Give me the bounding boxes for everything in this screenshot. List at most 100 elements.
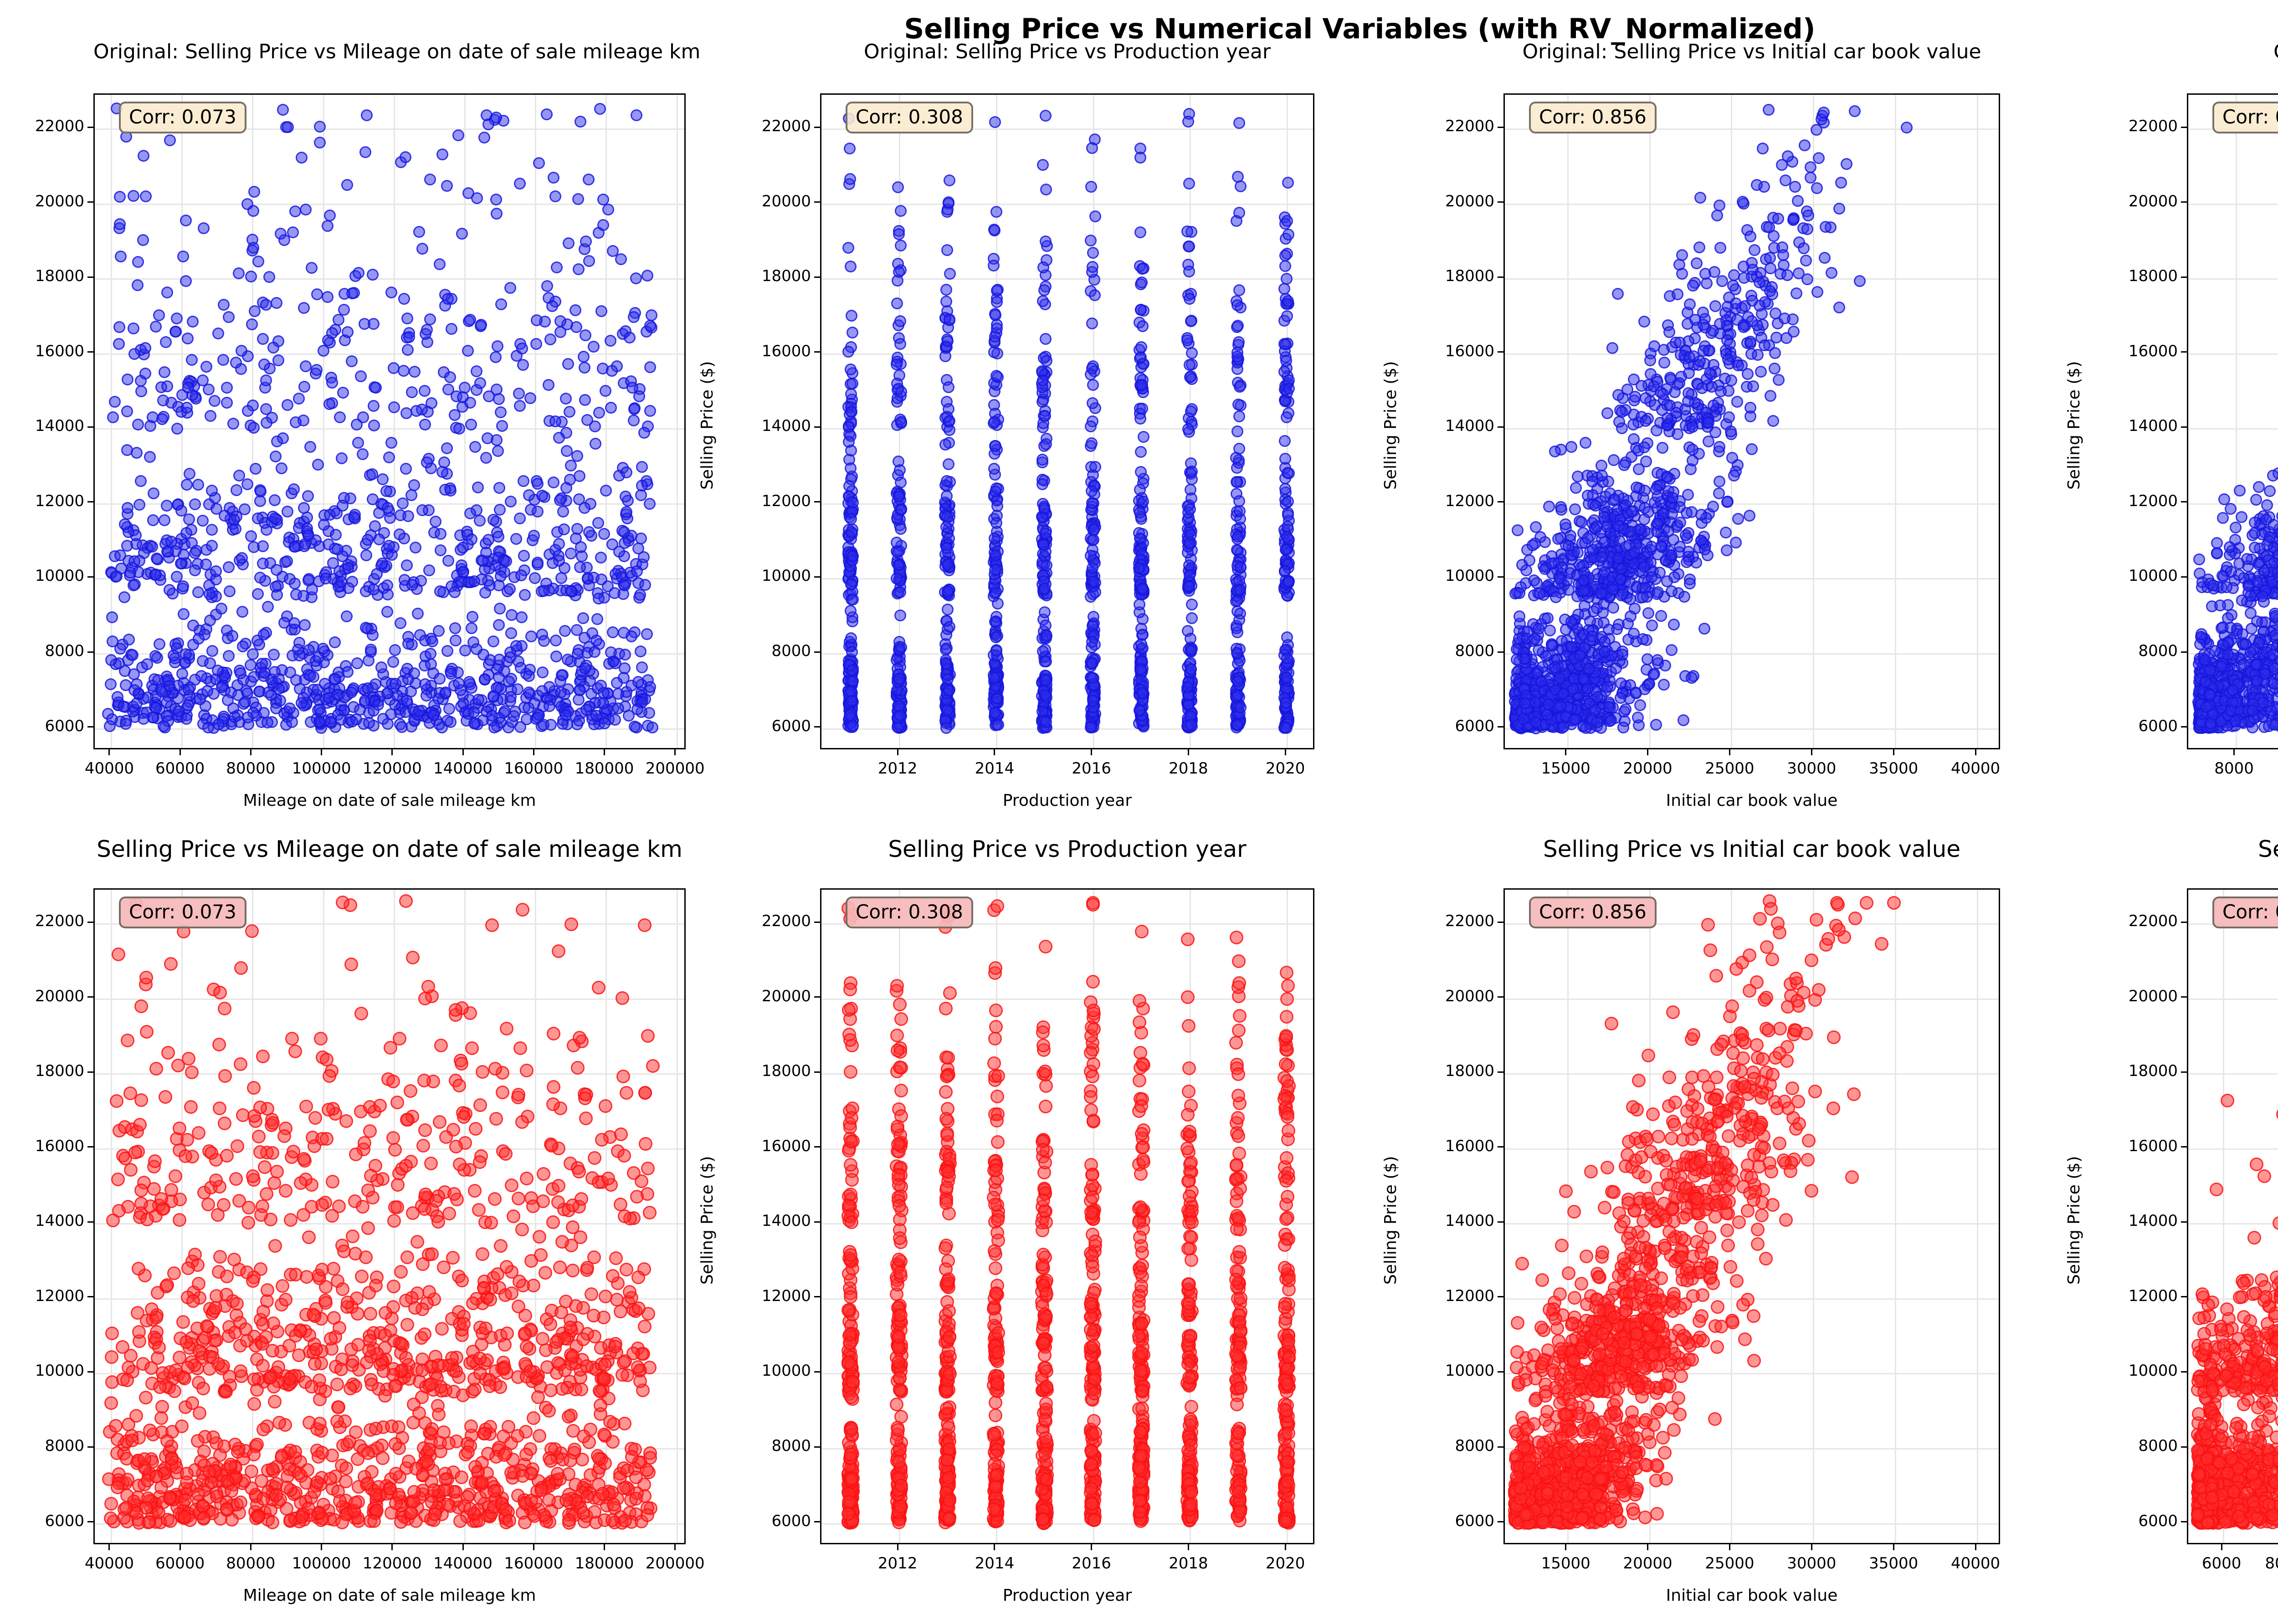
scatter-point bbox=[1280, 355, 1292, 367]
scatter-point bbox=[847, 675, 859, 687]
scatter-point bbox=[139, 368, 151, 379]
scatter-point bbox=[314, 703, 326, 715]
scatter-point bbox=[1658, 344, 1670, 356]
scatter-point bbox=[322, 291, 333, 303]
scatter-point bbox=[1135, 638, 1147, 650]
scatter-point bbox=[1616, 649, 1628, 661]
scatter-point bbox=[127, 649, 139, 661]
scatter-point bbox=[847, 378, 858, 389]
scatter-point bbox=[228, 514, 240, 526]
scatter-point bbox=[990, 486, 1001, 497]
scatter-point bbox=[1754, 277, 1765, 288]
scatter-point bbox=[989, 116, 1001, 128]
scatter-point bbox=[1134, 704, 1145, 716]
scatter-point bbox=[462, 187, 474, 199]
scatter-point bbox=[367, 493, 379, 505]
scatter-point bbox=[456, 228, 468, 240]
scatter-point bbox=[944, 313, 955, 325]
scatter-point bbox=[1572, 547, 1584, 558]
scatter-point bbox=[1665, 374, 1677, 385]
scatter-point bbox=[521, 713, 533, 725]
scatter-point bbox=[1854, 275, 1866, 287]
scatter-point bbox=[290, 416, 302, 428]
scatter-point bbox=[845, 445, 857, 456]
scatter-point bbox=[192, 479, 204, 491]
scatter-point bbox=[1185, 405, 1197, 417]
scatter-point bbox=[846, 526, 857, 538]
scatter-point bbox=[894, 315, 906, 327]
scatter-point bbox=[1608, 454, 1620, 466]
scatter-point bbox=[546, 300, 558, 312]
figure-canvas: Selling Price vs Numerical Variables (wi… bbox=[0, 0, 2278, 1614]
scatter-point bbox=[942, 585, 954, 597]
scatter-point bbox=[1087, 672, 1098, 684]
scatter-point bbox=[600, 385, 611, 397]
y-tick-mark bbox=[814, 351, 820, 353]
scatter-point bbox=[401, 695, 413, 707]
scatter-point bbox=[419, 419, 431, 430]
scatter-point bbox=[1613, 520, 1625, 532]
scatter-point bbox=[515, 569, 527, 581]
scatter-point bbox=[1550, 591, 1562, 603]
x-tick-label: 200000 bbox=[621, 759, 730, 778]
scatter-point bbox=[893, 228, 905, 240]
scatter-point bbox=[1591, 691, 1603, 703]
scatter-point bbox=[1636, 380, 1647, 392]
scatter-point bbox=[464, 314, 476, 326]
scatter-point bbox=[595, 552, 607, 564]
scatter-point bbox=[257, 333, 269, 345]
scatter-point bbox=[564, 406, 575, 418]
scatter-point bbox=[254, 572, 266, 584]
scatter-point bbox=[202, 722, 214, 733]
scatter-point bbox=[271, 297, 282, 309]
scatter-point bbox=[381, 687, 393, 699]
scatter-point bbox=[490, 351, 502, 363]
scatter-point bbox=[1279, 483, 1291, 495]
x-tick-mark bbox=[462, 749, 464, 755]
scatter-point bbox=[1792, 195, 1804, 207]
scatter-point bbox=[269, 494, 281, 506]
scatter-point bbox=[490, 194, 502, 205]
scatter-point bbox=[231, 484, 242, 496]
scatter-point bbox=[560, 482, 572, 494]
scatter-point bbox=[363, 717, 375, 729]
scatter-point bbox=[430, 516, 441, 528]
scatter-point bbox=[618, 526, 630, 538]
scatter-point bbox=[1676, 249, 1688, 261]
scatter-point bbox=[1765, 262, 1776, 274]
scatter-point bbox=[1085, 420, 1097, 432]
scatter-point bbox=[440, 686, 451, 698]
scatter-point bbox=[1638, 316, 1650, 328]
scatter-point bbox=[382, 502, 394, 514]
scatter-point bbox=[1781, 269, 1793, 281]
scatter-point bbox=[395, 617, 406, 629]
scatter-point bbox=[410, 542, 421, 553]
scatter-point bbox=[359, 318, 370, 330]
scatter-point bbox=[644, 361, 656, 373]
scatter-point bbox=[548, 476, 559, 488]
x-tick-label: 2012 bbox=[843, 759, 952, 778]
scatter-point bbox=[1279, 260, 1291, 272]
scatter-point bbox=[1767, 415, 1779, 427]
scatter-point bbox=[1833, 203, 1845, 215]
scatter-point bbox=[1632, 712, 1644, 723]
x-axis-label: Production year bbox=[820, 791, 1314, 810]
scatter-point bbox=[560, 393, 572, 405]
scatter-point bbox=[389, 644, 401, 656]
scatter-point bbox=[329, 636, 341, 648]
scatter-point bbox=[1089, 461, 1101, 473]
scatter-point bbox=[164, 680, 175, 692]
scatter-point bbox=[1802, 210, 1814, 221]
scatter-point bbox=[940, 284, 952, 296]
scatter-point bbox=[138, 150, 149, 162]
scatter-point bbox=[1582, 683, 1594, 695]
y-tick-label: 14000 bbox=[722, 417, 811, 435]
scatter-point bbox=[269, 666, 281, 678]
scatter-point bbox=[1039, 583, 1051, 594]
scatter-point bbox=[441, 180, 453, 192]
scatter-point bbox=[150, 569, 162, 580]
scatter-point bbox=[634, 589, 646, 601]
scatter-point bbox=[504, 651, 516, 663]
scatter-point bbox=[1833, 302, 1845, 313]
y-tick-label: 14000 bbox=[1406, 417, 1494, 435]
